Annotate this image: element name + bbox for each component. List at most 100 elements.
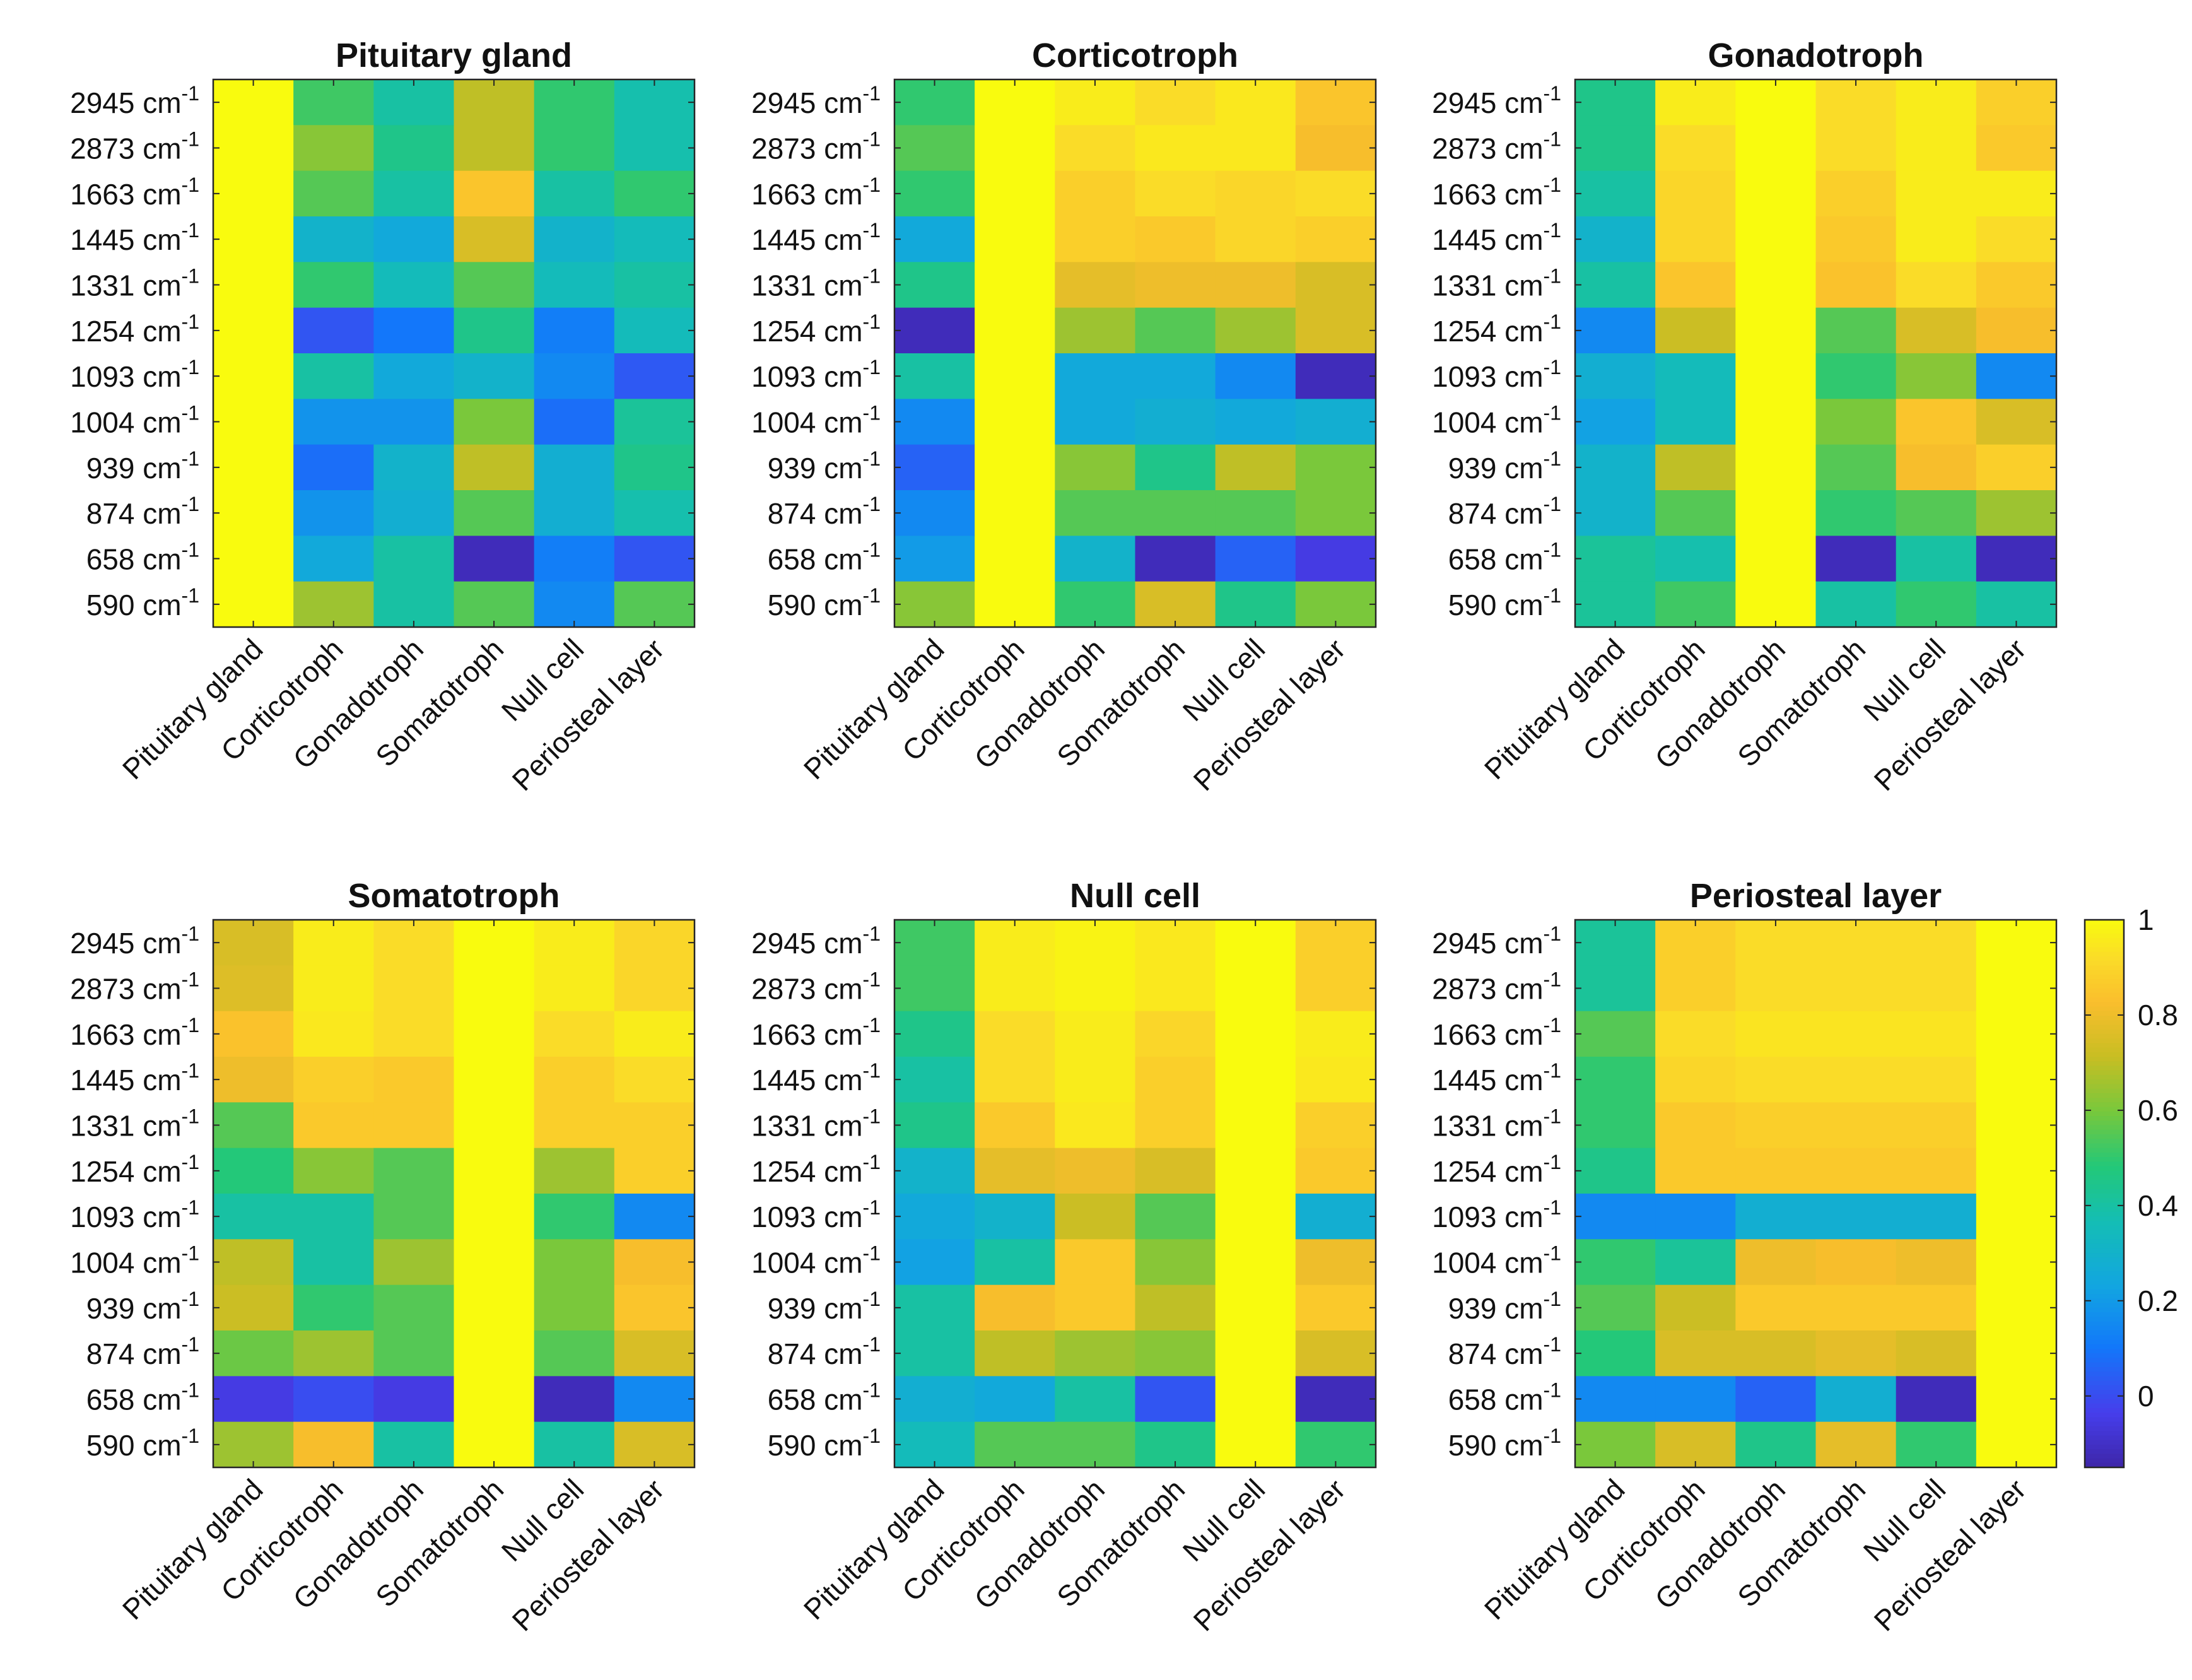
heatmap-cell [1655,581,1736,628]
colorbar-segment [2085,1043,2124,1049]
panel-title: Pituitary gland [336,37,572,74]
colorbar-segment [2085,1321,2124,1327]
heatmap-cell [1815,920,1897,966]
heatmap-cell [1215,1330,1296,1377]
heatmap-cell [1896,1330,1977,1377]
heatmap-cell [614,1102,695,1149]
heatmap-cell [1575,536,1656,582]
colorbar-segment [2085,1407,2124,1413]
heatmap-cell [454,79,535,126]
heatmap-cell [1135,1057,1216,1103]
heatmap-cell [1655,399,1736,445]
heatmap-cell [293,307,374,354]
heatmap-cell [293,1194,374,1240]
heatmap-cell [1575,170,1656,217]
heatmap-cell [1295,307,1376,354]
heatmap-cell [213,1102,294,1149]
colorbar-segment [2085,1266,2124,1272]
heatmap-cell [1055,1057,1136,1103]
colorbar-segment [2085,1079,2124,1084]
y-tick-label: 1331 cm-1 [70,1105,199,1143]
y-tick-label: 939 cm-1 [768,1288,881,1325]
heatmap-cell [1896,920,1977,966]
heatmap-cell [1295,1194,1376,1240]
colorbar-segment [2085,1235,2124,1240]
heatmap-cell [1896,1148,1977,1194]
heatmap-cell [1575,1421,1656,1468]
heatmap-cell [1976,1102,2057,1149]
colorbar-segment [2085,1385,2124,1390]
heatmap-cell [614,216,695,262]
heatmap-cell [373,536,455,582]
colorbar-segment [2085,1262,2124,1267]
colorbar-segment [2085,1134,2124,1139]
heatmap-cell [975,1239,1055,1286]
heatmap-cell [373,170,455,217]
heatmap-cell [213,536,294,582]
y-tick-label: 1663 cm-1 [70,1014,199,1051]
colorbar-segment [2085,1157,2124,1162]
heatmap-cell [1976,1421,2057,1468]
y-tick-label: 1093 cm-1 [751,356,881,393]
heatmap-cell [1976,307,2057,354]
heatmap-cell [1896,1102,1977,1149]
heatmap-cell [894,1284,975,1331]
heatmap-cell [213,1284,294,1331]
colorbar-segment [2085,965,2124,971]
heatmap-cell [1295,399,1376,445]
colorbar-segment [2085,1317,2124,1322]
heatmap-cell [614,965,695,1012]
heatmap-cell [213,920,294,966]
heatmap-cell [213,490,294,536]
heatmap-cell [1896,1284,1977,1331]
y-tick-label: 658 cm-1 [768,539,881,576]
heatmap-cell [1815,307,1897,354]
heatmap-cell [975,920,1055,966]
axes-frame [1574,919,2058,1469]
y-tick-label: 1445 cm-1 [70,1059,199,1096]
colorbar-segment [2085,1243,2124,1249]
heatmap-panel-null-cell: Null cell 2945 cm-1 2873 cm-1 1663 cm-1 1445… [751,877,1377,1637]
heatmap-cell [1815,79,1897,126]
heatmap-cell [1655,536,1736,582]
heatmap-cell [1215,1057,1296,1103]
y-tick-label: 1663 cm-1 [751,173,881,211]
heatmap-cell [534,1011,615,1057]
heatmap-cell [1896,536,1977,582]
colorbar-segment [2085,1066,2124,1071]
heatmap-cell [1815,216,1897,262]
heatmap-cell [1215,1011,1296,1057]
heatmap-cell [1215,216,1296,262]
heatmap-cell [1215,490,1296,536]
colorbar-segment [2085,1170,2124,1176]
heatmap-cell [1135,1148,1216,1194]
heatmap-cell [454,170,535,217]
heatmap-cell [454,444,535,491]
heatmap-cell [1135,1421,1216,1468]
heatmap-cell [373,1102,455,1149]
heatmap-cell [1655,965,1736,1012]
y-tick-label: 1445 cm-1 [1432,1059,1561,1096]
heatmap-cell [975,353,1055,399]
y-tick-label: 590 cm-1 [86,1424,199,1462]
heatmap-cell [1215,1421,1296,1468]
heatmap-cell [373,920,455,966]
heatmap-cell [1735,1376,1817,1423]
y-tick-label: 1445 cm-1 [70,219,199,256]
heatmap-cell [1735,444,1817,491]
heatmap-cell [293,920,374,966]
heatmap-cell [1896,216,1977,262]
heatmap-cell [1815,1102,1897,1149]
heatmap-cell [373,444,455,491]
heatmap-cell [293,490,374,536]
heatmap-cell [454,581,535,628]
heatmap-cell [1735,353,1817,399]
y-tick-label: 1004 cm-1 [751,1242,881,1279]
heatmap-cell [614,1011,695,1057]
panel-title: Corticotroph [1032,37,1238,74]
heatmap-cell [1055,581,1136,628]
y-tick-label: 2945 cm-1 [70,82,199,119]
colorbar-segment [2085,1116,2124,1121]
heatmap-cell [894,125,975,172]
heatmap-cell [1135,490,1216,536]
